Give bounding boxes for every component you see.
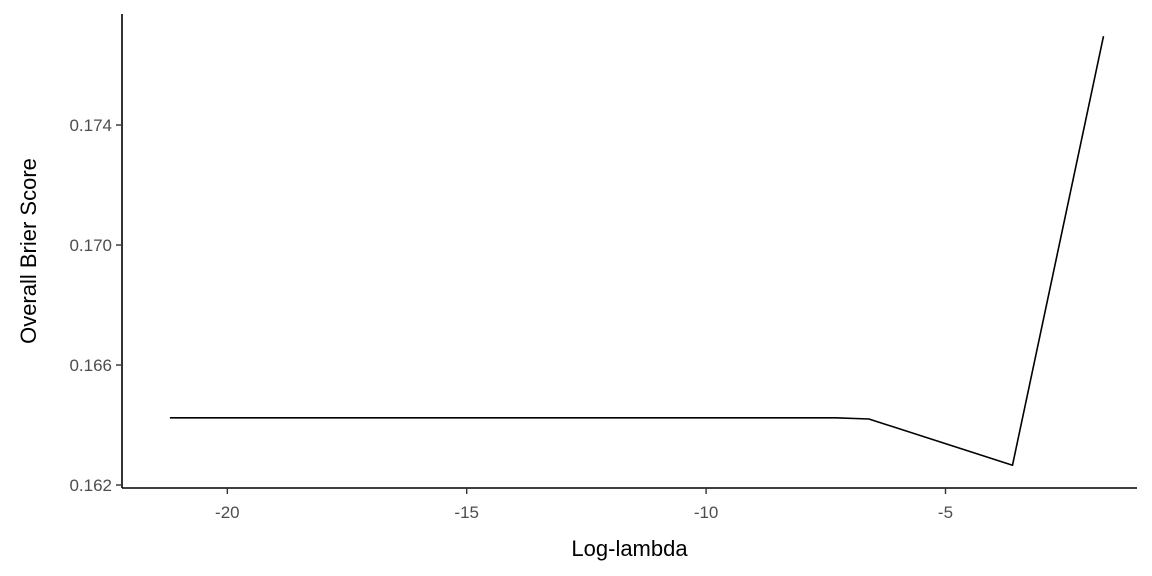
x-tick-label: -5	[938, 503, 953, 522]
x-tick-label: -20	[215, 503, 240, 522]
plot-area: -20 -15 -10 -5 0.162 0.166 0.170 0.174	[69, 14, 1137, 522]
y-tick-label: 0.174	[69, 116, 112, 135]
y-axis-title: Overall Brier Score	[16, 158, 41, 344]
y-axis-ticks: 0.162 0.166 0.170 0.174	[69, 116, 122, 495]
y-tick-label: 0.162	[69, 476, 112, 495]
series-layer	[169, 36, 1105, 467]
y-tick-label: 0.166	[69, 356, 112, 375]
x-axis-title: Log-lambda	[571, 536, 688, 561]
y-tick-label: 0.170	[69, 236, 112, 255]
x-tick-label: -15	[454, 503, 479, 522]
x-tick-label: -10	[694, 503, 719, 522]
x-axis-ticks: -20 -15 -10 -5	[215, 488, 953, 522]
series-line-1	[169, 36, 1105, 467]
